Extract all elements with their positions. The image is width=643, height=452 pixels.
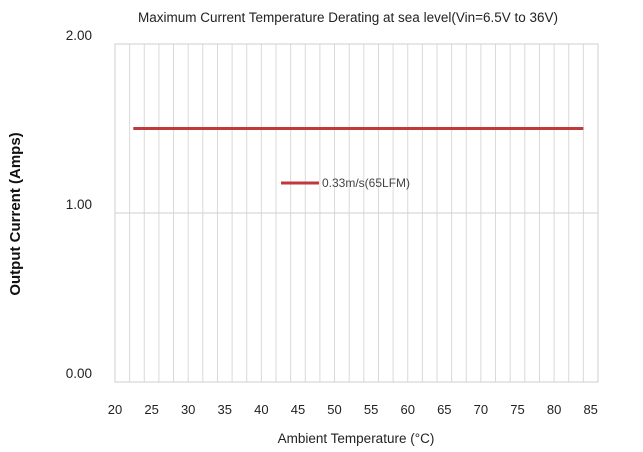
x-tick-label: 60 [400,402,414,417]
x-axis-ticks: 20 25 30 35 40 45 50 55 60 65 70 75 80 85 [108,402,598,417]
x-tick-label: 20 [108,402,122,417]
legend-label: 0.33m/s(65LFM) [322,176,410,190]
x-tick-label: 25 [144,402,158,417]
y-axis-ticks: 0.00 1.00 2.00 [66,28,92,381]
y-tick-label: 0.00 [66,366,92,381]
x-tick-label: 50 [327,402,341,417]
x-axis-label: Ambient Temperature (°C) [278,431,435,446]
grid [115,43,598,383]
x-tick-label: 80 [547,402,561,417]
y-axis-label: Output Current (Amps) [7,132,24,295]
x-tick-label: 35 [218,402,232,417]
x-tick-label: 65 [437,402,451,417]
x-tick-label: 30 [181,402,195,417]
x-tick-label: 45 [291,402,305,417]
chart-title: Maximum Current Temperature Derating at … [138,10,558,25]
x-tick-label: 55 [364,402,378,417]
x-tick-label: 70 [474,402,488,417]
y-tick-label: 2.00 [66,28,92,43]
x-tick-label: 40 [254,402,268,417]
legend: 0.33m/s(65LFM) [281,176,410,190]
plot-frame [114,43,599,383]
y-tick-label: 1.00 [66,197,92,212]
x-tick-label: 85 [583,402,597,417]
x-tick-label: 75 [510,402,524,417]
